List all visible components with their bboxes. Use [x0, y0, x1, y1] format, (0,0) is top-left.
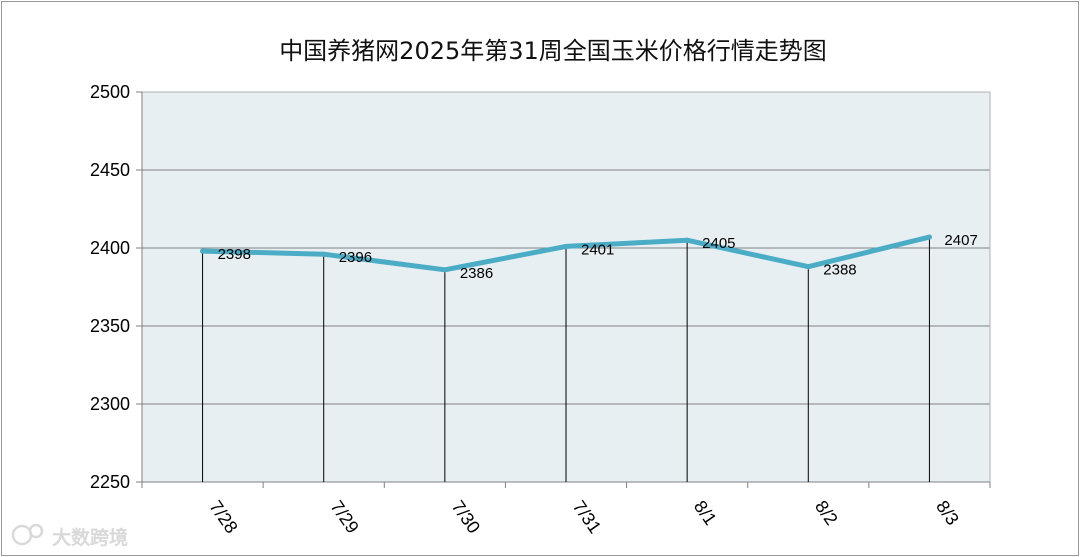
data-label: 2398: [218, 246, 251, 263]
y-tick-label: 2450: [90, 160, 130, 180]
data-labels: 2398 2396 2386 2401 2405 2388 2407: [218, 232, 978, 282]
data-label: 2396: [339, 249, 372, 266]
data-label: 2405: [702, 235, 735, 252]
series-layer: [200, 234, 932, 273]
x-tick-label: 7/30: [448, 497, 484, 537]
data-point: [321, 251, 327, 257]
watermark-text: 大数跨境: [52, 526, 128, 549]
data-point: [684, 237, 690, 243]
watermark: 大数跨境: [11, 523, 128, 549]
data-label: 2401: [581, 241, 614, 258]
x-tick-label: 8/3: [932, 497, 963, 529]
x-tick-label: 8/1: [690, 497, 721, 529]
y-tick-label: 2250: [90, 472, 130, 492]
data-point: [442, 267, 448, 273]
x-tick-label: 7/28: [205, 497, 241, 537]
x-tick-label: 7/31: [569, 497, 605, 537]
data-point: [563, 243, 569, 249]
data-label: 2388: [823, 262, 856, 279]
data-point: [805, 264, 811, 270]
watermark-logo-icon: [11, 523, 44, 546]
drop-lines: [202, 237, 930, 482]
data-point: [926, 234, 932, 240]
y-tick-labels: 2500 2450 2400 2350 2300 2250: [90, 82, 130, 492]
y-tick-label: 2500: [90, 82, 130, 102]
data-point: [200, 248, 206, 254]
x-tick-labels: 7/28 7/29 7/30 7/31 8/1 8/2 8/3: [205, 497, 963, 537]
y-tick-label: 2350: [90, 316, 130, 336]
y-tick-label: 2300: [90, 394, 130, 414]
y-tick-label: 2400: [90, 238, 130, 258]
chart-title: 中国养猪网2025年第31周全国玉米价格行情走势图: [279, 37, 827, 65]
data-label: 2386: [460, 265, 493, 282]
x-tick-label: 8/2: [811, 497, 842, 529]
x-tick-label: 7/29: [326, 497, 362, 537]
data-label: 2407: [944, 232, 977, 249]
